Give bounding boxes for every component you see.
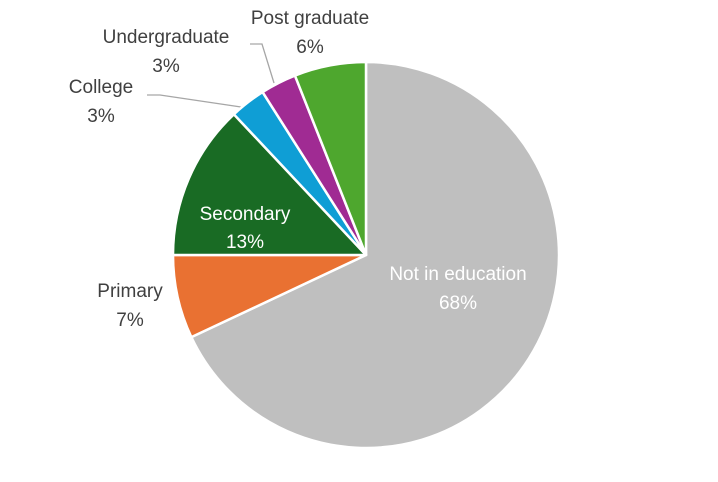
slice-label: Undergraduate xyxy=(103,27,230,48)
pie-slice xyxy=(293,60,368,257)
slice-value-label: 3% xyxy=(152,56,180,77)
slice-value-label: 13% xyxy=(226,232,264,253)
leader-lines xyxy=(147,43,275,108)
slice-value-label: 7% xyxy=(116,310,144,331)
leader-line xyxy=(250,43,275,84)
slice-value-label: 3% xyxy=(87,106,115,127)
slice-label: Post graduate xyxy=(251,8,369,29)
pie-slice xyxy=(171,113,368,257)
slice-label: Not in education xyxy=(389,264,526,285)
slice-label: Primary xyxy=(97,281,163,302)
slice-label: College xyxy=(69,77,133,98)
slice-value-label: 68% xyxy=(439,293,477,314)
slice-label: Secondary xyxy=(200,204,291,225)
slice-value-label: 6% xyxy=(296,37,324,58)
leader-line xyxy=(147,94,242,108)
pie-slice xyxy=(190,60,561,450)
